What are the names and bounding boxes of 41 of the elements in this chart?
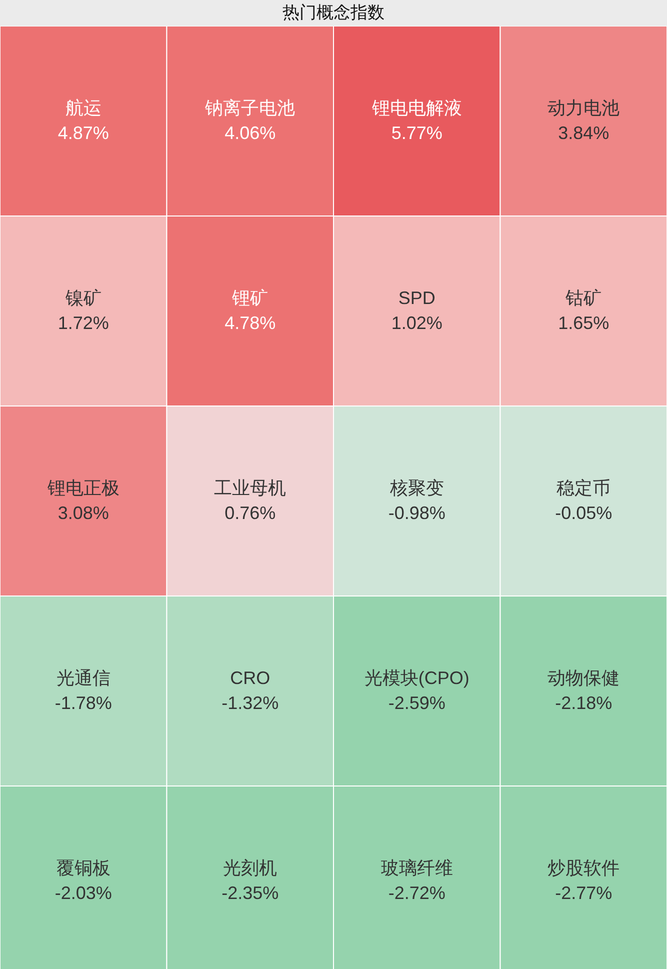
category-label: 钴矿	[564, 288, 602, 308]
category-label: 玻璃纤维	[380, 858, 453, 878]
data-label: -2.03%	[54, 883, 112, 903]
category-label: CRO	[230, 668, 270, 688]
data-label: -2.77%	[555, 883, 612, 903]
data-label: 1.72%	[58, 313, 109, 333]
category-label: SPD	[398, 288, 436, 308]
data-label: 4.78%	[224, 313, 276, 333]
data-label: -1.78%	[54, 693, 112, 713]
category-label: 锂电正极	[46, 478, 120, 498]
category-label: 动力电池	[548, 98, 620, 118]
category-label: 锂电电解液	[370, 98, 462, 118]
data-label: -2.18%	[555, 693, 612, 713]
text: 热门概念指数	[0, 0, 667, 26]
data-label: 4.87%	[58, 123, 109, 143]
category-label: 光刻机	[223, 858, 278, 878]
data-label: 1.02%	[391, 313, 442, 333]
category-label: 镍矿	[64, 288, 102, 308]
data-label: 0.76%	[224, 503, 276, 523]
category-label: 炒股软件	[548, 858, 620, 878]
category-label: 钠离子电池	[204, 98, 296, 118]
data-label: 3.84%	[558, 123, 610, 143]
category-label: 工业母机	[214, 478, 286, 498]
category-label: 光模块(CPO)	[364, 668, 470, 688]
data-label: 1.65%	[558, 313, 610, 333]
data-label: -2.72%	[388, 883, 446, 903]
data-label: -2.59%	[388, 693, 446, 713]
data-label: -0.05%	[555, 503, 612, 523]
category-label: 光通信	[56, 668, 110, 688]
data-label: -1.32%	[222, 693, 279, 713]
data-label: -0.98%	[388, 503, 446, 523]
category-label: 锂矿	[231, 288, 268, 308]
data-label: 5.77%	[391, 123, 442, 143]
category-label: 覆铜板	[56, 858, 110, 878]
category-label: 稳定币	[556, 478, 611, 498]
data-label: 4.06%	[224, 123, 276, 143]
category-label: 核聚变	[388, 478, 444, 498]
category-label: 航运	[65, 98, 102, 118]
data-label: 3.08%	[58, 503, 109, 523]
category-label: 动物保健	[548, 668, 620, 688]
data-label: -2.35%	[222, 883, 279, 903]
